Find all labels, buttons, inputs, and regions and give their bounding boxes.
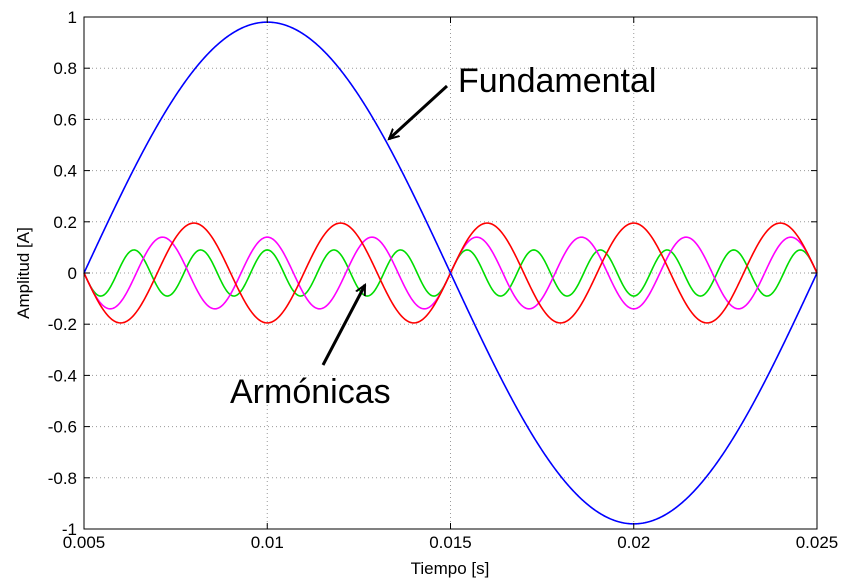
y-tick-label: 0.6 bbox=[53, 110, 77, 129]
armonicas-arrow bbox=[321, 285, 367, 366]
y-tick-label: 0 bbox=[68, 264, 77, 283]
y-tick-label: -0.6 bbox=[48, 418, 77, 437]
fundamental-annotation: Fundamental bbox=[458, 62, 656, 100]
series-layer bbox=[83, 21, 818, 525]
y-tick-label: -0.4 bbox=[48, 366, 77, 385]
y-tick-label: -0.8 bbox=[48, 469, 77, 488]
x-tick-label: 0.01 bbox=[251, 533, 284, 552]
x-tick-label: 0.02 bbox=[617, 533, 650, 552]
series-line-0 bbox=[83, 21, 818, 525]
y-tick-label: 0.4 bbox=[53, 162, 77, 181]
x-axis-label: Tiempo [s] bbox=[411, 559, 490, 578]
y-tick-label: -1 bbox=[62, 520, 77, 539]
y-tick-label: -0.2 bbox=[48, 315, 77, 334]
x-tick-label: 0.025 bbox=[796, 533, 839, 552]
y-axis-label: Amplitud [A] bbox=[14, 227, 33, 319]
ticks bbox=[83, 16, 818, 530]
armonicas-annotation: Armónicas bbox=[230, 373, 391, 411]
y-tick-labels: -1 -0.8 -0.6 -0.4 -0.2 0 0.2 0.4 0.6 0.8 1 bbox=[48, 8, 77, 539]
x-tick-label: 0.015 bbox=[429, 533, 472, 552]
x-tick-label: 0.005 bbox=[63, 533, 106, 552]
y-tick-label: 0.8 bbox=[53, 59, 77, 78]
x-tick-labels: 0.005 0.01 0.015 0.02 0.025 bbox=[63, 533, 839, 552]
fundamental-arrow bbox=[389, 84, 449, 139]
y-tick-label: 1 bbox=[68, 8, 77, 27]
y-tick-label: 0.2 bbox=[53, 213, 77, 232]
